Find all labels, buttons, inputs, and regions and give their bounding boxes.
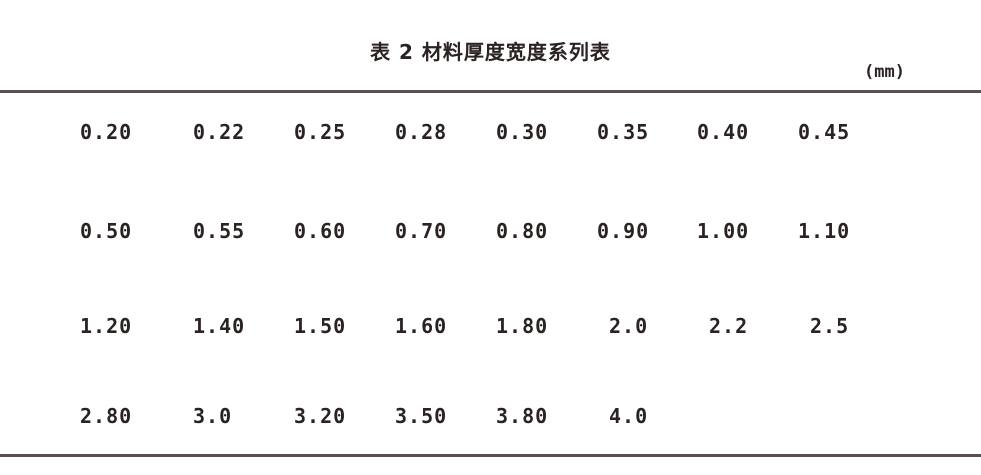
table-cell: 4.0 — [609, 404, 649, 428]
table-cell: 1.50 — [294, 314, 347, 338]
table-cell: 0.20 — [80, 120, 133, 144]
table-cell: 0.80 — [496, 219, 549, 243]
table-cell: 3.0 — [193, 404, 233, 428]
table-cell: 0.25 — [294, 120, 347, 144]
table-cell: 0.50 — [80, 219, 133, 243]
table-cell: 2.2 — [709, 314, 749, 338]
table-cell: 0.70 — [395, 219, 448, 243]
table-cell: 1.80 — [496, 314, 549, 338]
table-cell: 0.40 — [697, 120, 750, 144]
table-cell: 3.50 — [395, 404, 448, 428]
bottom-rule — [0, 454, 981, 457]
table-cell: 2.5 — [810, 314, 850, 338]
table-cell: 1.40 — [193, 314, 246, 338]
table-cell: 1.10 — [798, 219, 851, 243]
table-cell: 0.45 — [798, 120, 851, 144]
table-cell: 3.80 — [496, 404, 549, 428]
table-title: 表 2 材料厚度宽度系列表 — [370, 40, 611, 64]
table-cell: 0.22 — [193, 120, 246, 144]
table-cell: 2.0 — [609, 314, 649, 338]
table-cell: 0.28 — [395, 120, 448, 144]
table-cell: 0.35 — [597, 120, 650, 144]
table-cell: 1.00 — [697, 219, 750, 243]
table-cell: 0.30 — [496, 120, 549, 144]
table-cell: 3.20 — [294, 404, 347, 428]
table-cell: 1.20 — [80, 314, 133, 338]
table-cell: 2.80 — [80, 404, 133, 428]
table-cell: 1.60 — [395, 314, 448, 338]
table-cell: 0.55 — [193, 219, 246, 243]
table-cell: 0.90 — [597, 219, 650, 243]
unit-label: (mm) — [864, 62, 905, 82]
table-cell: 0.60 — [294, 219, 347, 243]
top-rule — [0, 90, 981, 93]
